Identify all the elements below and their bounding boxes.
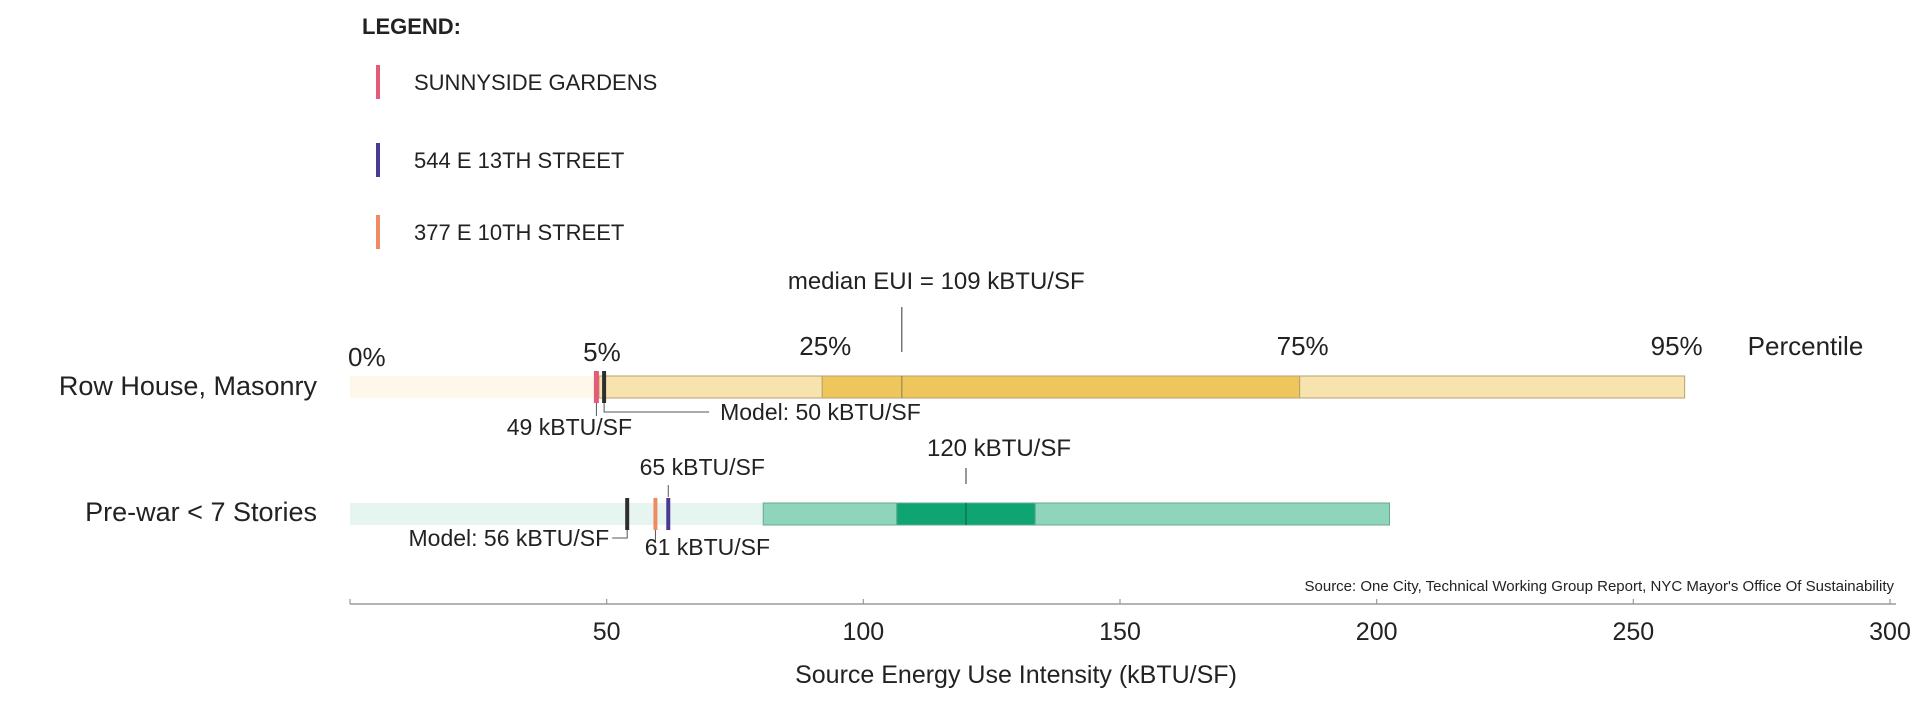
marker-label: Model: 56 kBTU/SF: [409, 525, 610, 551]
legend-swatch: [376, 143, 380, 177]
percentile-label: 25%: [799, 331, 851, 361]
series-label: Pre-war < 7 Stories: [85, 497, 317, 527]
x-axis-label: Source Energy Use Intensity (kBTU/SF): [795, 661, 1237, 689]
range-0-5: [350, 376, 599, 398]
x-tick-label: 250: [1612, 618, 1654, 646]
series-row-house: Row House, Masonry 0% 5% 25% 75% 95% Percentil…: [59, 268, 1863, 440]
series-label: Row House, Masonry: [59, 371, 318, 401]
legend-swatch: [376, 65, 380, 99]
x-tick-label: 300: [1869, 618, 1911, 646]
range-75-95: [1299, 375, 1686, 399]
marker-label: 49 kBTU/SF: [507, 414, 632, 440]
range-25-75: [821, 375, 1301, 399]
marker-model: [625, 498, 630, 530]
legend-label: SUNNYSIDE GARDENS: [414, 70, 657, 95]
marker-544-e-13th: [666, 498, 671, 530]
percentile-label: 75%: [1277, 331, 1329, 361]
marker-sunnyside: [593, 371, 599, 403]
range-5-25: [762, 502, 898, 526]
x-tick-label: 200: [1356, 618, 1398, 646]
series-layer: Row House, Masonry 0% 5% 25% 75% 95% Percentil…: [59, 268, 1863, 560]
legend-label: 544 E 13TH STREET: [414, 148, 624, 173]
x-tick-label: 50: [593, 618, 621, 646]
legend: LEGEND: SUNNYSIDE GARDENS 544 E 13TH STRE…: [362, 14, 657, 249]
median-label: 120 kBTU/SF: [927, 435, 1071, 462]
range-0-5: [350, 503, 764, 525]
percentile-label: 95%: [1651, 331, 1703, 361]
source-note: Source: One City, Technical Working Grou…: [1305, 578, 1895, 595]
series-prewar: Pre-war < 7 Stories 120 kBTU/SF Model: 56 …: [85, 435, 1391, 560]
range-75-95: [1034, 502, 1391, 526]
legend-label: 377 E 10TH STREET: [414, 220, 624, 245]
range-5-25: [598, 375, 823, 399]
percentile-word: Percentile: [1748, 331, 1864, 361]
marker-label: 61 kBTU/SF: [645, 534, 770, 560]
marker-label: Model: 50 kBTU/SF: [720, 399, 921, 425]
legend-title: LEGEND:: [362, 14, 461, 39]
model-leader: [603, 403, 710, 413]
marker-label: 65 kBTU/SF: [640, 454, 765, 480]
percentile-label: 5%: [583, 337, 621, 367]
x-axis: 50 100 150 200 250 300 Source Energy Use Inten…: [349, 599, 1911, 689]
median-label: median EUI = 109 kBTU/SF: [788, 268, 1085, 295]
marker-377-e-10th: [653, 498, 658, 530]
legend-swatch: [376, 215, 380, 249]
x-tick-label: 100: [842, 618, 884, 646]
percentile-label: 0%: [348, 342, 386, 372]
x-tick-label: 150: [1099, 618, 1141, 646]
model-leader: [612, 530, 628, 539]
marker-model: [602, 371, 607, 403]
